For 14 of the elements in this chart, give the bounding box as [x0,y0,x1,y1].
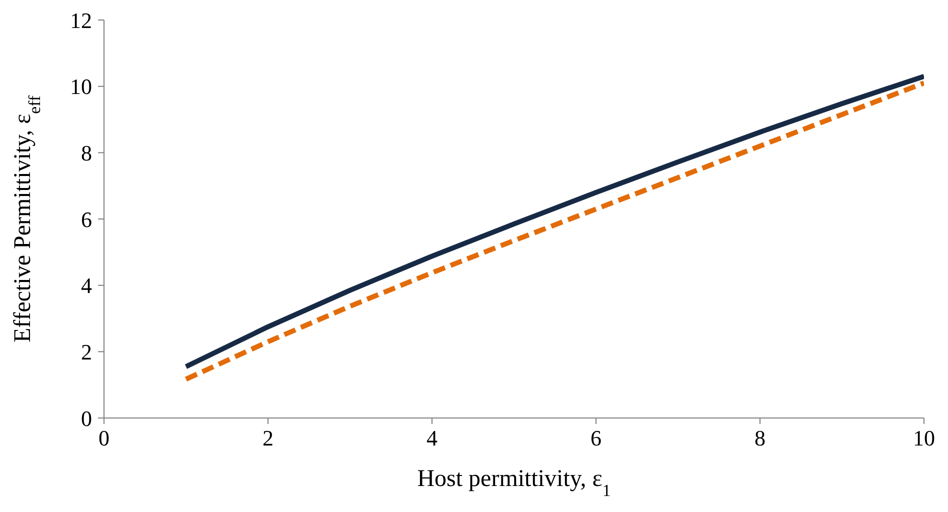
x-tick-label: 0 [98,426,110,451]
y-tick-label: 12 [70,8,92,33]
x-axis-title: Host permittivity, ε$_{1}$ [417,466,611,500]
y-tick-label: 8 [81,140,92,166]
x-tick-label: 4 [426,426,438,451]
x-tick-label: 2 [262,426,274,451]
x-tick-label: 8 [754,426,766,451]
y-tick-label: 0 [81,406,92,431]
x-tick-label: 6 [590,426,602,451]
y-tick-label: 2 [81,339,92,364]
y-tick-label: 10 [70,74,92,100]
y-tick-label: 6 [81,206,92,232]
y-tick-label: 4 [81,273,92,298]
x-tick-label: 10 [913,426,935,451]
